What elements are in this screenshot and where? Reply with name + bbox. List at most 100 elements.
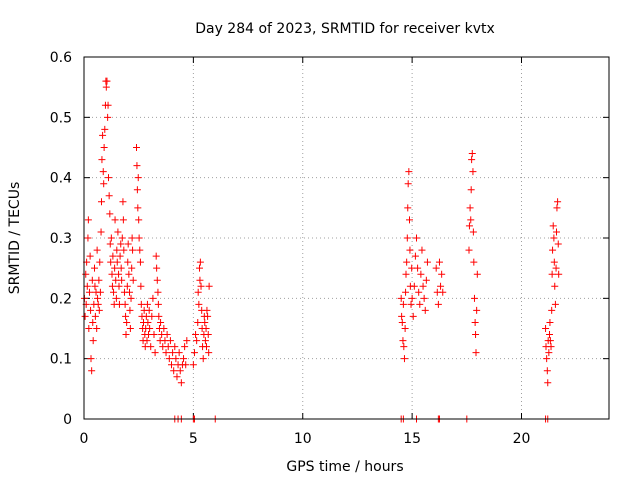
data-point (190, 349, 198, 357)
data-point (402, 270, 410, 278)
data-point (133, 186, 141, 194)
data-point (204, 312, 212, 320)
data-point (197, 282, 205, 290)
data-point (85, 288, 93, 296)
data-point (551, 300, 559, 308)
data-point (403, 258, 411, 266)
data-point (423, 258, 431, 266)
data-point (201, 318, 209, 326)
data-point (129, 246, 137, 254)
data-point (546, 318, 554, 326)
data-point (548, 270, 556, 278)
data-point (86, 252, 94, 260)
data-point (91, 282, 99, 290)
data-point (97, 228, 105, 236)
data-point (175, 349, 183, 357)
data-point (397, 294, 405, 302)
data-point (552, 264, 560, 272)
data-point (546, 337, 554, 345)
data-point (196, 258, 204, 266)
y-tick-label: 0.5 (50, 110, 72, 126)
data-point (551, 282, 559, 290)
data-point (94, 300, 102, 308)
data-point (104, 113, 112, 121)
data-point (96, 258, 104, 266)
data-point (111, 216, 119, 224)
data-point (549, 246, 557, 254)
data-point (421, 306, 429, 314)
data-point (84, 216, 92, 224)
data-point (111, 264, 119, 272)
data-point (466, 204, 474, 212)
data-point (163, 331, 171, 339)
data-point (408, 264, 416, 272)
y-axis-label: SRMTID / TECUs (7, 182, 23, 295)
data-point (438, 270, 446, 278)
data-point (193, 337, 201, 345)
data-point (465, 222, 473, 230)
data-point (89, 318, 97, 326)
data-point (155, 312, 163, 320)
data-point (104, 101, 112, 109)
y-axis-ticks: 0 0.1 0.2 0.3 0.4 0.5 0.6 (50, 50, 609, 428)
data-point (407, 300, 415, 308)
grid (84, 57, 609, 419)
data-point (405, 168, 413, 176)
x-tick-label: 10 (294, 431, 312, 447)
data-point (117, 264, 125, 272)
data-point (403, 234, 411, 242)
data-point (100, 144, 108, 151)
data-point (113, 246, 121, 254)
data-point (112, 294, 120, 302)
data-point (136, 246, 144, 254)
y-tick-label: 0.3 (50, 231, 72, 247)
data-point (195, 300, 203, 308)
data-point (91, 312, 99, 320)
data-point (469, 168, 477, 176)
data-point (99, 131, 107, 139)
data-point (400, 343, 408, 351)
data-point (434, 300, 442, 308)
data-point (472, 331, 480, 339)
data-point (105, 192, 113, 200)
x-tick-label: 15 (403, 431, 421, 447)
data-point (411, 252, 419, 260)
data-point (137, 282, 145, 290)
data-point (101, 125, 109, 133)
data-point (416, 300, 424, 308)
data-point (113, 258, 121, 266)
data-point (121, 300, 129, 308)
data-point (398, 312, 406, 320)
data-point (154, 300, 162, 308)
data-point (146, 325, 154, 332)
data-point (88, 367, 96, 375)
data-point (108, 270, 116, 278)
data-point (153, 264, 161, 272)
plot-frame (83, 56, 610, 420)
data-point (399, 337, 407, 345)
x-tick-label: 20 (513, 431, 531, 447)
data-point (543, 355, 551, 363)
data-point (468, 150, 476, 158)
data-point (98, 156, 106, 164)
data-point (164, 343, 172, 351)
data-point (100, 180, 108, 188)
data-point (137, 300, 145, 308)
data-point (109, 252, 117, 260)
data-point (126, 306, 134, 314)
data-point (546, 331, 553, 339)
data-point (204, 331, 212, 339)
data-point (166, 337, 174, 345)
data-point (415, 288, 423, 296)
data-point (194, 288, 202, 296)
data-point (203, 306, 211, 314)
data-point (410, 282, 418, 290)
data-point (417, 270, 425, 278)
data-point (162, 349, 170, 357)
data-point (413, 234, 420, 242)
data-point (420, 294, 428, 302)
data-point (177, 379, 185, 387)
data-point (84, 234, 92, 242)
data-point (82, 270, 90, 278)
data-point (150, 331, 158, 339)
